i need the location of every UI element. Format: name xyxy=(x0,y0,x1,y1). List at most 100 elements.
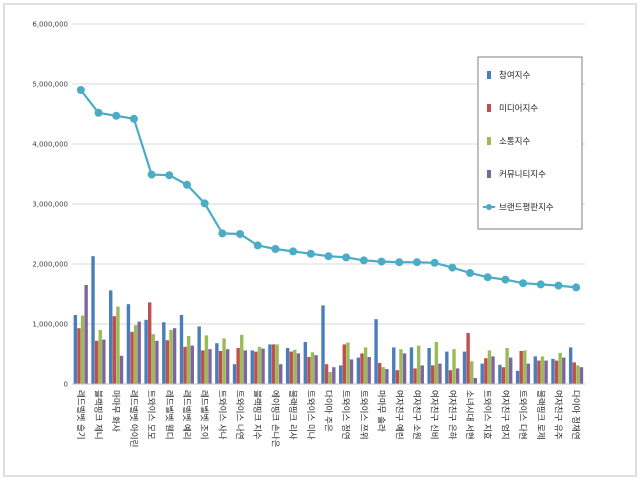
line-point xyxy=(412,258,421,267)
bar xyxy=(484,358,488,384)
legend-item: 커뮤니티지수 xyxy=(487,169,546,180)
bar-group xyxy=(338,342,354,384)
line-point xyxy=(359,256,368,265)
bar xyxy=(148,302,152,384)
bar-group xyxy=(285,348,301,384)
y-tick-label: 0 xyxy=(64,381,68,389)
bar xyxy=(289,351,293,384)
bar xyxy=(470,361,474,384)
bar xyxy=(431,365,435,384)
bar xyxy=(116,306,120,384)
bar xyxy=(579,367,584,384)
line-point xyxy=(324,252,333,261)
bar xyxy=(328,372,332,384)
bar xyxy=(562,357,566,384)
bar-group xyxy=(232,334,248,384)
x-tick-label: 레드벨벳 아이린 xyxy=(128,390,139,447)
bar xyxy=(91,256,95,384)
x-tick-label: 트와이스 쯔위 xyxy=(358,390,369,440)
line-point xyxy=(236,230,245,238)
x-tick-label: 에이핑크 손나은 xyxy=(269,390,280,448)
bar-group xyxy=(356,347,371,384)
bar xyxy=(558,352,562,384)
bar xyxy=(416,345,421,384)
bar xyxy=(144,319,148,384)
line-point xyxy=(483,273,492,282)
bar xyxy=(515,370,520,384)
x-tick-label: 여자친구 엄지 xyxy=(499,390,510,440)
bar xyxy=(225,349,230,384)
bar xyxy=(402,353,407,384)
bar xyxy=(130,331,134,384)
brand-index-line xyxy=(76,86,581,292)
y-axis-tick-labels: 0 1,000,000 2,000,000 3,000,000 4,000,000 5,0… xyxy=(32,21,68,389)
bar xyxy=(303,342,308,384)
bar xyxy=(360,353,364,384)
x-tick-label: 마마무 솔라 xyxy=(376,390,386,432)
x-tick-label: 다이아 정채연 xyxy=(570,390,581,440)
bar xyxy=(279,364,283,384)
bar xyxy=(576,365,580,384)
bar xyxy=(409,347,414,384)
y-tick-label: 4,000,000 xyxy=(32,141,68,149)
line-point xyxy=(519,279,528,288)
x-axis-tick-labels: 레드벨벳 슬기 블랙핑크 제니 마마무 화사 레드벨벳 아이린 트와이스 모모 레드벨벳 … xyxy=(75,390,581,448)
line-point xyxy=(289,247,298,256)
legend-item: 참여지수 xyxy=(487,70,530,81)
bar xyxy=(346,342,350,384)
gridlines xyxy=(72,23,585,325)
bar xyxy=(466,333,470,384)
bar xyxy=(537,360,541,384)
bar-group xyxy=(197,326,212,384)
x-tick-label: 트와이스 모모 xyxy=(146,390,157,440)
bar xyxy=(501,367,506,384)
bar xyxy=(498,364,502,384)
x-tick-label: 블랙핑크 리사 xyxy=(287,390,298,440)
bar xyxy=(332,367,336,384)
bar-group xyxy=(427,342,442,384)
legend-label: 참여지수 xyxy=(499,70,530,81)
legend-label: 미디어지수 xyxy=(499,103,538,114)
x-tick-label: 레드벨벳 조이 xyxy=(199,390,210,440)
bar xyxy=(271,344,276,384)
bar xyxy=(572,362,576,384)
bar xyxy=(285,348,290,384)
bar xyxy=(165,340,170,384)
line-point xyxy=(271,245,280,253)
bar-group xyxy=(498,348,513,384)
bar xyxy=(420,365,424,384)
bar xyxy=(523,350,527,384)
x-tick-label: 여자친구 유주 xyxy=(552,390,563,440)
x-tick-label: 소녀시대 서현 xyxy=(464,390,474,440)
bar-group xyxy=(392,347,407,384)
bar xyxy=(296,353,301,384)
bar xyxy=(307,357,311,384)
line-point xyxy=(129,114,138,123)
x-tick-label: 레드벨벳 웬디 xyxy=(163,390,174,440)
bar xyxy=(94,340,99,384)
line-point xyxy=(342,253,351,262)
bar xyxy=(540,356,545,384)
bar xyxy=(293,349,297,384)
x-tick-label: 트와이스 정연 xyxy=(340,390,351,440)
bar xyxy=(232,364,237,384)
bar-group xyxy=(303,342,318,384)
bar xyxy=(204,335,209,384)
x-tick-label: 트와이스 지효 xyxy=(482,390,493,440)
bar-group xyxy=(162,322,177,384)
x-tick-label: 블랙핑크 지수 xyxy=(252,390,263,440)
bar-group xyxy=(409,345,424,384)
line-point xyxy=(253,241,262,250)
bar xyxy=(183,346,187,384)
legend-item: 브랜드평판지수 xyxy=(483,202,554,213)
bar-group xyxy=(321,305,336,384)
x-tick-label: 다이아 주은 xyxy=(323,390,334,432)
bar xyxy=(452,349,456,384)
bar xyxy=(505,348,509,384)
legend-swatch-point xyxy=(486,204,492,210)
line-point xyxy=(112,111,121,120)
bar xyxy=(243,350,248,384)
legend-item: 소통지수 xyxy=(487,137,530,147)
bar xyxy=(508,357,513,384)
